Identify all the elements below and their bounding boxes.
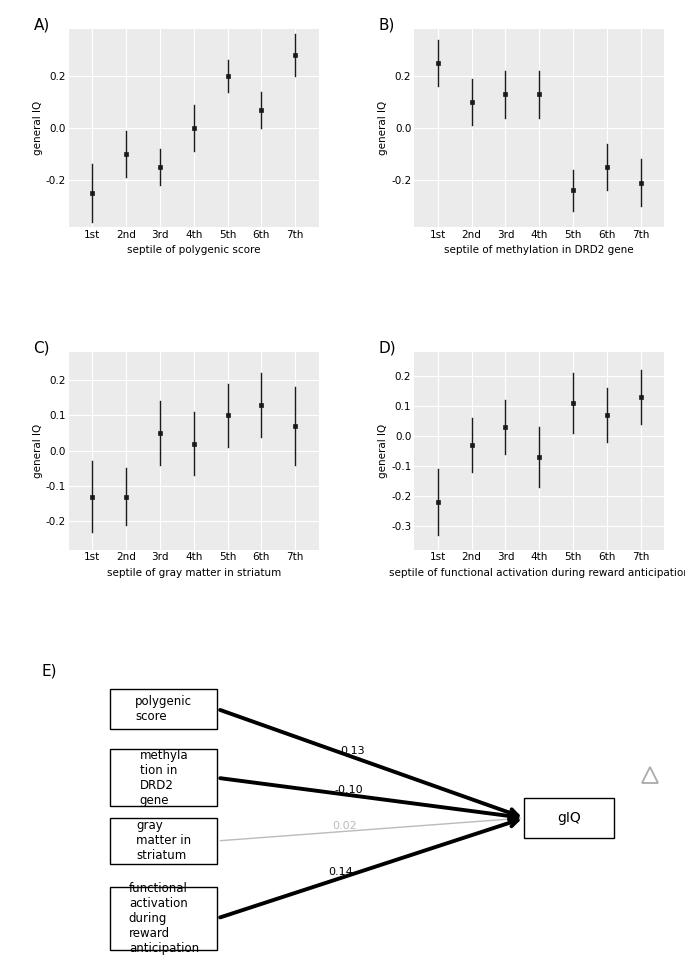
Text: 0.13: 0.13 — [340, 746, 365, 755]
Text: methyla
tion in
DRD2
gene: methyla tion in DRD2 gene — [140, 749, 188, 807]
Text: A): A) — [34, 17, 50, 32]
Text: gIQ: gIQ — [557, 811, 581, 825]
Bar — [110, 750, 218, 807]
Text: functional
activation
during
reward
anticipation: functional activation during reward anti… — [129, 882, 199, 954]
Bar — [110, 689, 218, 729]
Text: D): D) — [379, 340, 397, 355]
Text: E): E) — [42, 663, 57, 678]
X-axis label: septile of gray matter in striatum: septile of gray matter in striatum — [107, 568, 281, 578]
Text: 0.02: 0.02 — [332, 821, 357, 831]
Text: C): C) — [34, 340, 50, 355]
Y-axis label: general IQ: general IQ — [378, 423, 388, 478]
Text: gray
matter in
striatum: gray matter in striatum — [136, 820, 191, 862]
FancyArrowPatch shape — [221, 817, 520, 841]
FancyArrowPatch shape — [221, 778, 517, 820]
X-axis label: septile of functional activation during reward anticipation: septile of functional activation during … — [389, 568, 685, 578]
Bar — [110, 887, 218, 950]
Y-axis label: general IQ: general IQ — [378, 101, 388, 155]
Bar — [525, 798, 614, 838]
X-axis label: septile of methylation in DRD2 gene: septile of methylation in DRD2 gene — [445, 245, 634, 255]
Text: polygenic
score: polygenic score — [136, 695, 192, 723]
Text: -0.10: -0.10 — [335, 785, 364, 794]
Text: 0.14: 0.14 — [328, 867, 353, 877]
Y-axis label: general IQ: general IQ — [33, 423, 42, 478]
X-axis label: septile of polygenic score: septile of polygenic score — [127, 245, 260, 255]
Bar — [110, 818, 218, 864]
Y-axis label: general IQ: general IQ — [33, 101, 42, 155]
Text: B): B) — [379, 17, 395, 32]
FancyArrowPatch shape — [220, 710, 518, 817]
FancyArrowPatch shape — [220, 819, 518, 918]
